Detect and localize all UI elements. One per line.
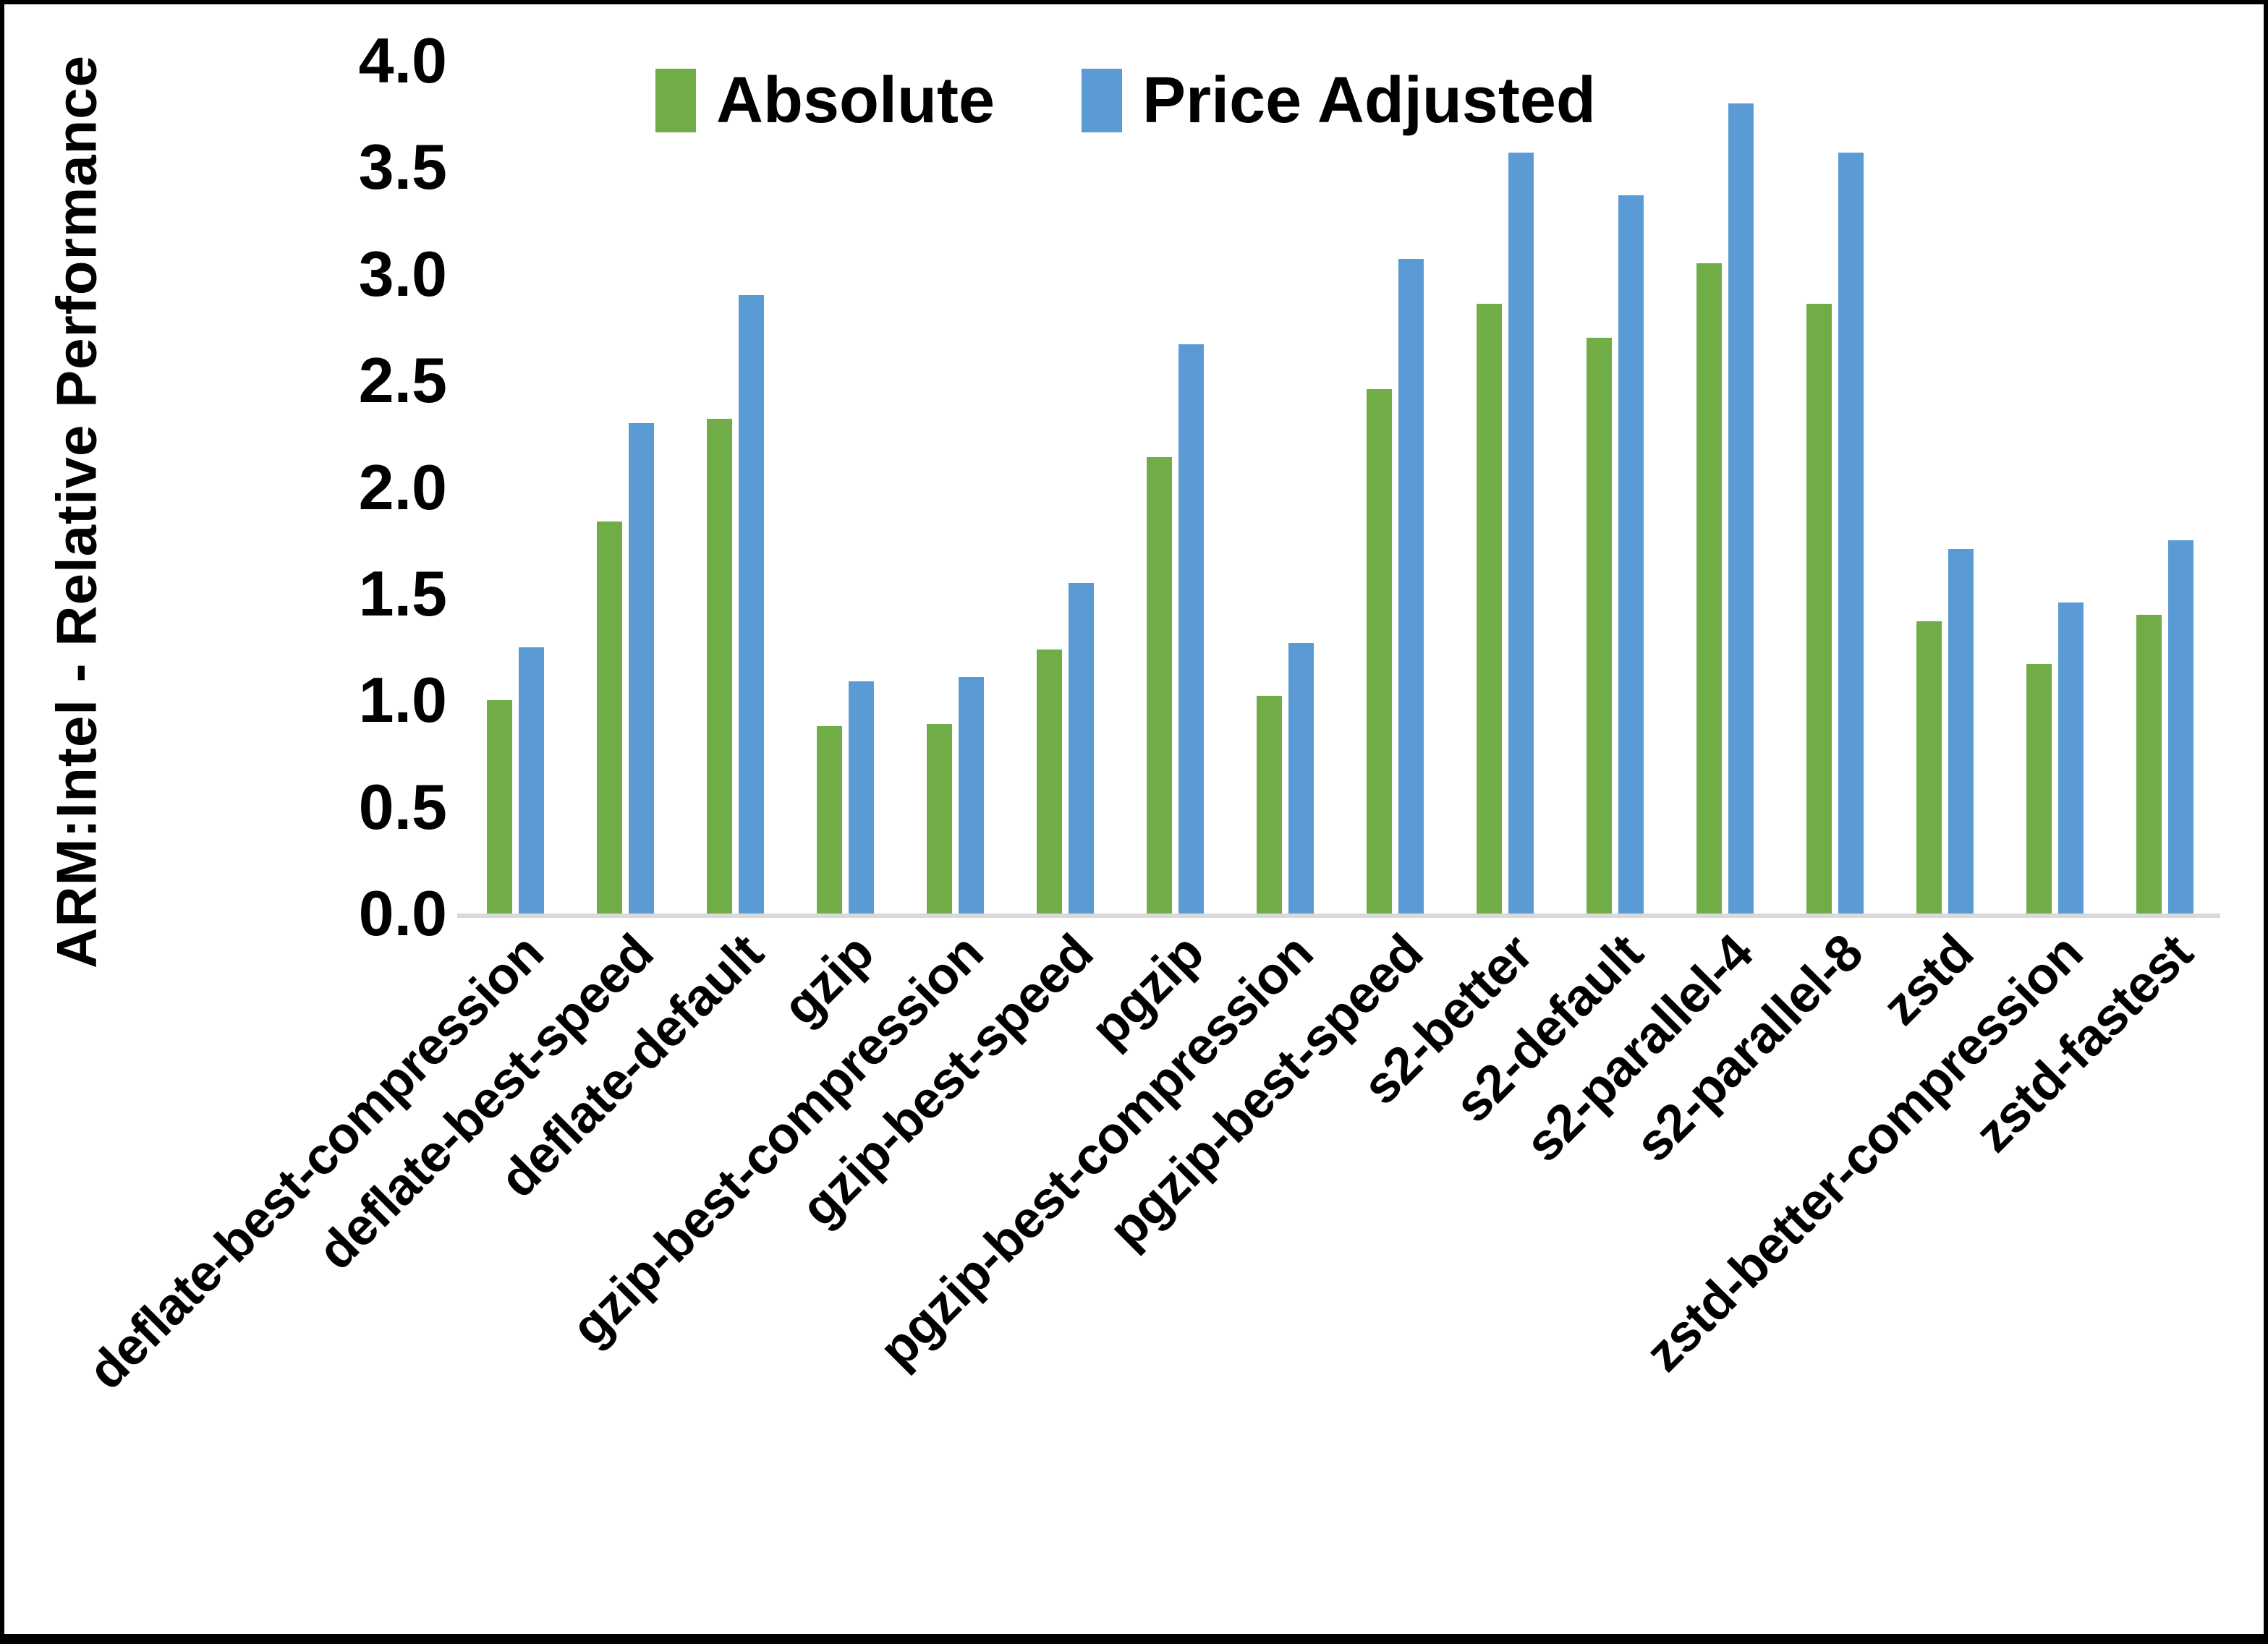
bar-absolute-s2-parallel-8 [1806, 304, 1832, 913]
y-tick-label: 4.0 [358, 25, 447, 96]
bar-absolute-gzip [817, 725, 842, 913]
y-tick-label: 0.0 [358, 877, 447, 949]
bar-price-adjusted-pgzip-best-compression [1288, 642, 1314, 913]
legend-item-absolute: Absolute [655, 68, 995, 133]
bar-absolute-pgzip-best-speed [1367, 388, 1392, 913]
bar-absolute-s2-better [1477, 304, 1502, 913]
bar-absolute-zstd-better-compression [2026, 664, 2052, 913]
bar-absolute-gzip-best-compression [927, 723, 952, 913]
bar-absolute-zstd [1916, 621, 1942, 913]
legend-label-price-adjusted: Price Adjusted [1142, 64, 1596, 137]
bar-price-adjusted-s2-default [1618, 195, 1644, 913]
plot-area [460, 61, 2220, 913]
legend-swatch-absolute [655, 69, 696, 132]
bar-price-adjusted-gzip-best-speed [1069, 583, 1094, 913]
legend-swatch-price-adjusted [1082, 69, 1123, 132]
y-tick-label: 3.5 [358, 131, 447, 203]
bar-absolute-pgzip [1147, 457, 1172, 913]
bar-price-adjusted-deflate-best-speed [629, 423, 654, 913]
bar-absolute-gzip-best-speed [1037, 649, 1062, 913]
bar-price-adjusted-deflate-best-compression [519, 647, 544, 913]
y-tick-label: 0.5 [358, 770, 447, 843]
bar-absolute-s2-default [1587, 338, 1612, 913]
bar-price-adjusted-pgzip [1178, 344, 1204, 913]
bar-price-adjusted-zstd [1948, 548, 1974, 913]
legend: Absolute Price Adjusted [655, 68, 1596, 133]
bar-absolute-pgzip-best-compression [1257, 696, 1282, 913]
y-tick-label: 1.5 [358, 557, 447, 629]
legend-label-absolute: Absolute [716, 64, 995, 137]
bar-price-adjusted-s2-parallel-8 [1838, 152, 1864, 913]
bar-price-adjusted-deflate-default [739, 295, 764, 913]
y-tick-label: 3.0 [358, 237, 447, 310]
legend-item-price-adjusted: Price Adjusted [1082, 68, 1596, 133]
y-tick-label: 1.0 [358, 664, 447, 736]
bar-absolute-deflate-best-speed [597, 521, 622, 913]
bar-absolute-deflate-default [707, 419, 732, 913]
bar-absolute-zstd-fastest [2136, 615, 2162, 913]
bar-absolute-deflate-best-compression [487, 700, 512, 913]
y-tick-label: 2.5 [358, 344, 447, 417]
x-axis-line [457, 913, 2220, 918]
bar-price-adjusted-gzip-best-compression [959, 676, 984, 913]
bar-price-adjusted-pgzip-best-speed [1398, 259, 1424, 913]
bar-price-adjusted-gzip [849, 681, 874, 913]
bar-price-adjusted-zstd-better-compression [2058, 602, 2084, 913]
y-tick-label: 2.0 [358, 451, 447, 523]
bar-absolute-s2-parallel-4 [1696, 263, 1722, 913]
bar-price-adjusted-zstd-fastest [2168, 540, 2193, 913]
bar-price-adjusted-s2-parallel-4 [1728, 103, 1754, 913]
x-axis-label-deflate-best-compression: deflate-best-compression [77, 924, 555, 1401]
bar-price-adjusted-s2-better [1508, 152, 1534, 913]
